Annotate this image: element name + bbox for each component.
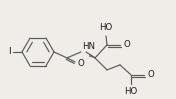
Text: HO: HO [124, 87, 138, 96]
Text: HN: HN [82, 42, 95, 51]
Text: O: O [78, 59, 85, 68]
Text: O: O [123, 40, 130, 49]
Text: I: I [8, 47, 11, 56]
Text: O: O [147, 70, 154, 79]
Text: HO: HO [99, 23, 113, 32]
